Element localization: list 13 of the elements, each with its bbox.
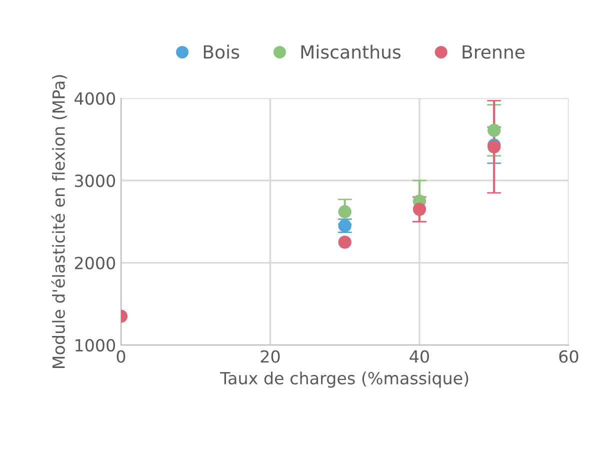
- legend-label: Bois: [204, 44, 240, 59]
- y-tick-label: 2000: [74, 256, 116, 270]
- x-axis-title: Taux de charges (%massique): [220, 372, 468, 388]
- x-tick-label: 20: [260, 350, 280, 363]
- x-tick-label: 60: [559, 350, 578, 363]
- y-tick-label: 1000: [76, 338, 116, 352]
- x-tick-label: 40: [410, 350, 429, 363]
- legend-label: Brenne: [462, 45, 525, 59]
- y-tick-label: 4000: [74, 92, 116, 105]
- x-tick-label: 0: [116, 350, 126, 363]
- y-axis-title: Module d'élasticité en flexion (MPa): [51, 75, 67, 368]
- legend-label: Miscanthus: [301, 44, 401, 59]
- y-tick-label: 3000: [74, 174, 116, 188]
